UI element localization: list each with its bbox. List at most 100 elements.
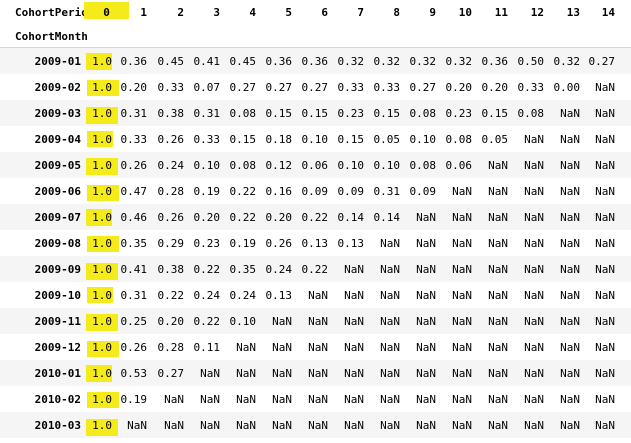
table-cell-col-5: NaN: [272, 366, 292, 380]
table-cell-col-5: 0.12: [265, 158, 293, 172]
table-cell-col-1: 0.26: [120, 340, 148, 354]
table-cell-col-14: 0.27: [588, 54, 616, 68]
table-cell-col-3: 0.31: [193, 106, 221, 120]
table-cell-col-13: NaN: [560, 288, 580, 302]
table-cell-col-3: 0.10: [193, 158, 221, 172]
table-cell-col-11: NaN: [488, 392, 508, 406]
table-cell-col-1: 0.35: [120, 236, 148, 250]
table-cell-col-3: 0.41: [193, 54, 221, 68]
table-cell-col-4: 0.15: [229, 132, 257, 146]
table-cell-col-0: 1.0: [92, 236, 112, 250]
row-index-label: 2010-01: [34, 366, 81, 380]
table-cell-col-7: NaN: [344, 262, 364, 276]
table-cell-col-8: NaN: [380, 236, 400, 250]
table-cell-col-6: 0.13: [301, 236, 329, 250]
table-cell-col-7: NaN: [344, 418, 364, 432]
row-index-label: 2009-05: [34, 158, 81, 172]
table-cell-col-11: NaN: [488, 366, 508, 380]
table-cell-col-6: 0.27: [301, 80, 329, 94]
table-cell-col-4: 0.35: [229, 262, 257, 276]
table-cell-col-0: 1.0: [92, 80, 112, 94]
table-cell-col-14: NaN: [595, 262, 615, 276]
table-cell-col-8: 0.15: [373, 106, 401, 120]
column-header-3: 3: [213, 6, 220, 19]
table-cell-col-14: NaN: [595, 392, 615, 406]
index-name-label: CohortMonth: [15, 29, 88, 43]
table-row: 2009-08 1.0 0.35 0.29 0.23 0.19 0.26 0.13 0.13 Na…: [0, 230, 631, 256]
table-cell-col-12: NaN: [524, 184, 544, 198]
table-cell-col-0: 1.0: [92, 158, 112, 172]
table-cell-col-7: NaN: [344, 288, 364, 302]
table-cell-col-1: 0.33: [120, 132, 148, 146]
table-cell-col-8: NaN: [380, 418, 400, 432]
table-cell-col-8: 0.31: [373, 184, 401, 198]
table-cell-col-5: 0.16: [265, 184, 293, 198]
table-cell-col-8: 0.10: [373, 158, 401, 172]
table-cell-col-2: NaN: [164, 418, 184, 432]
table-cell-col-11: NaN: [488, 418, 508, 432]
cell-highlight: [86, 419, 118, 436]
table-cell-col-4: 0.24: [229, 288, 257, 302]
table-cell-col-11: NaN: [488, 184, 508, 198]
cell-highlight: [87, 341, 119, 357]
table-cell-col-7: 0.23: [337, 106, 365, 120]
table-cell-col-9: 0.10: [409, 132, 437, 146]
table-cell-col-14: NaN: [595, 288, 615, 302]
table-cell-col-3: 0.11: [193, 340, 221, 354]
table-cell-col-11: NaN: [488, 236, 508, 250]
row-index-label: 2009-06: [34, 184, 81, 198]
table-cell-col-5: 0.15: [265, 106, 293, 120]
table-cell-col-9: 0.08: [409, 106, 437, 120]
table-cell-col-7: 0.33: [337, 80, 365, 94]
column-header-5: 5: [285, 6, 292, 19]
table-cell-col-7: 0.10: [337, 158, 365, 172]
table-cell-col-0: 1.0: [92, 366, 112, 380]
table-cell-col-1: 0.36: [120, 54, 148, 68]
table-cell-col-7: 0.14: [337, 210, 365, 224]
table-row: 2009-01 1.0 0.36 0.45 0.41 0.45 0.36 0.36 0.32 0.…: [0, 48, 631, 74]
table-cell-col-9: 0.08: [409, 158, 437, 172]
table-cell-col-1: 0.25: [120, 314, 148, 328]
table-cell-col-1: 0.53: [120, 366, 148, 380]
table-cell-col-13: NaN: [560, 132, 580, 146]
table-cell-col-12: NaN: [524, 132, 544, 146]
table-cell-col-1: 0.19: [120, 392, 148, 406]
table-cell-col-12: NaN: [524, 392, 544, 406]
table-cell-col-12: 0.33: [517, 80, 545, 94]
table-cell-col-7: NaN: [344, 392, 364, 406]
table-row: 2009-03 1.0 0.31 0.38 0.31 0.08 0.15 0.15 0.23 0.…: [0, 100, 631, 126]
table-cell-col-1: 0.41: [120, 262, 148, 276]
column-0-highlight: [84, 2, 129, 19]
table-cell-col-2: 0.28: [157, 184, 185, 198]
cell-highlight: [87, 80, 119, 96]
table-cell-col-4: NaN: [236, 418, 256, 432]
table-cell-col-8: NaN: [380, 314, 400, 328]
table-cell-col-13: NaN: [560, 340, 580, 354]
table-cell-col-5: NaN: [272, 392, 292, 406]
column-header-10: 10: [458, 6, 472, 19]
cell-highlight: [86, 107, 118, 124]
table-cell-col-9: NaN: [416, 262, 436, 276]
column-header-2: 2: [177, 6, 184, 19]
column-header-7: 7: [357, 6, 364, 19]
columns-header-row: CohortPeriod 0 1 2 3 4 5 6 7 8 9 10 11 12 13 14: [0, 0, 631, 25]
table-cell-col-3: 0.33: [193, 132, 221, 146]
table-cell-col-12: NaN: [524, 158, 544, 172]
table-cell-col-8: NaN: [380, 288, 400, 302]
table-cell-col-12: NaN: [524, 340, 544, 354]
table-cell-col-0: 1.0: [92, 210, 112, 224]
table-cell-col-14: NaN: [595, 184, 615, 198]
table-cell-col-0: 1.0: [92, 106, 112, 120]
table-cell-col-2: 0.33: [157, 80, 185, 94]
table-cell-col-2: 0.29: [157, 236, 185, 250]
table-cell-col-3: 0.19: [193, 184, 221, 198]
table-cell-col-1: NaN: [127, 418, 147, 432]
table-cell-col-7: 0.32: [337, 54, 365, 68]
table-row: 2009-05 1.0 0.26 0.24 0.10 0.08 0.12 0.06 0.10 0.…: [0, 152, 631, 178]
row-index-label: 2009-10: [34, 288, 81, 302]
table-cell-col-9: NaN: [416, 340, 436, 354]
row-index-label: 2009-11: [34, 314, 81, 328]
row-index-label: 2009-07: [34, 210, 81, 224]
table-cell-col-12: NaN: [524, 288, 544, 302]
table-cell-col-7: 0.13: [337, 236, 365, 250]
